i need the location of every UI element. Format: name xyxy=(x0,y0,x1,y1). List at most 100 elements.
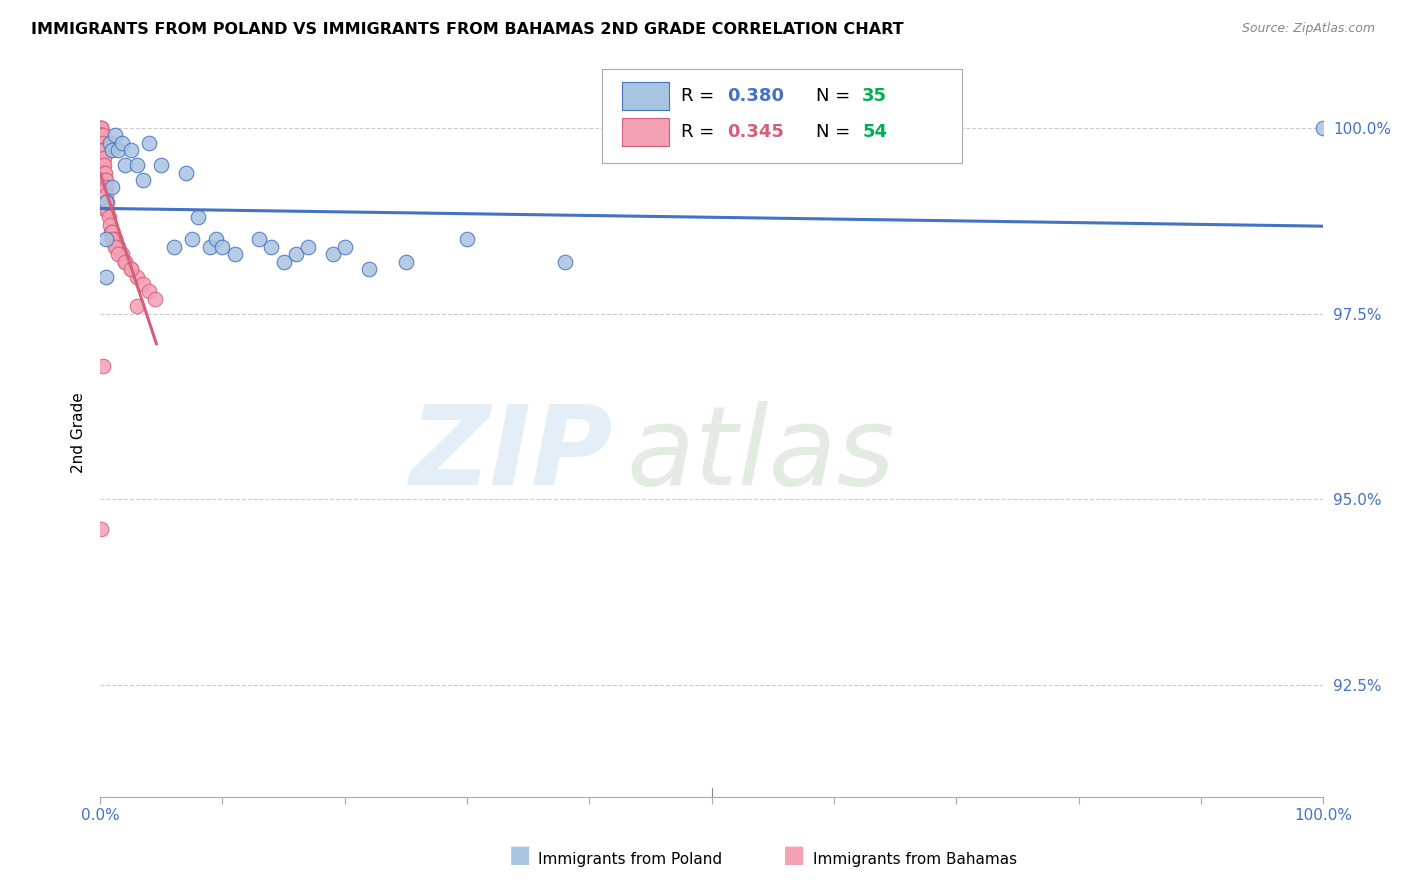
Text: 35: 35 xyxy=(862,87,887,105)
Point xyxy=(125,269,148,284)
Point xyxy=(101,232,124,246)
Point xyxy=(105,240,128,254)
Point xyxy=(114,254,136,268)
Point xyxy=(101,225,124,239)
Text: 0.380: 0.380 xyxy=(727,87,785,105)
Point xyxy=(107,143,129,157)
Point xyxy=(150,158,173,172)
Point xyxy=(359,262,381,277)
Point xyxy=(90,136,112,150)
Point xyxy=(333,240,356,254)
Point xyxy=(111,136,134,150)
Point xyxy=(114,158,136,172)
Point xyxy=(107,247,129,261)
Point xyxy=(101,143,124,157)
Point xyxy=(101,180,124,194)
Point xyxy=(93,158,115,172)
Point xyxy=(90,522,112,536)
Point xyxy=(96,195,118,210)
Text: ZIP: ZIP xyxy=(411,401,614,508)
Point xyxy=(96,202,118,217)
Point xyxy=(132,173,155,187)
Point xyxy=(104,240,127,254)
Point xyxy=(100,225,122,239)
Point xyxy=(91,359,114,373)
Point xyxy=(1312,120,1334,135)
Point xyxy=(224,247,246,261)
Point xyxy=(96,195,118,210)
Point xyxy=(211,240,233,254)
Point xyxy=(107,240,129,254)
Point xyxy=(114,254,136,268)
Point xyxy=(90,120,112,135)
Point xyxy=(90,136,112,150)
Point xyxy=(132,277,155,291)
Text: Immigrants from Bahamas: Immigrants from Bahamas xyxy=(813,852,1017,867)
Point xyxy=(104,232,127,246)
Text: Source: ZipAtlas.com: Source: ZipAtlas.com xyxy=(1241,22,1375,36)
Point xyxy=(138,136,160,150)
Point xyxy=(96,202,118,217)
Text: Immigrants from Poland: Immigrants from Poland xyxy=(538,852,723,867)
Point xyxy=(322,247,344,261)
Point xyxy=(94,165,117,179)
Point xyxy=(205,232,228,246)
Text: ■: ■ xyxy=(509,843,531,867)
Point xyxy=(104,128,127,143)
Point xyxy=(120,143,142,157)
Point xyxy=(96,173,118,187)
Point xyxy=(90,120,112,135)
Point xyxy=(96,269,118,284)
Text: atlas: atlas xyxy=(626,401,894,508)
Text: 0.345: 0.345 xyxy=(727,123,785,141)
Point xyxy=(90,120,112,135)
Point xyxy=(93,143,115,157)
Point xyxy=(96,187,118,202)
Point xyxy=(554,254,576,268)
Point xyxy=(98,136,121,150)
Point xyxy=(120,262,142,277)
FancyBboxPatch shape xyxy=(602,69,963,163)
Text: 54: 54 xyxy=(862,123,887,141)
Text: N =: N = xyxy=(815,123,856,141)
Point xyxy=(96,195,118,210)
Point xyxy=(247,232,270,246)
Point xyxy=(90,128,112,143)
Point xyxy=(93,151,115,165)
Point xyxy=(297,240,319,254)
Point xyxy=(395,254,418,268)
Point xyxy=(91,151,114,165)
Point xyxy=(111,247,134,261)
Point xyxy=(187,210,209,224)
Point xyxy=(125,299,148,313)
Point xyxy=(91,128,114,143)
Text: N =: N = xyxy=(815,87,856,105)
Point xyxy=(90,143,112,157)
Point xyxy=(284,247,307,261)
Text: R =: R = xyxy=(681,123,720,141)
Point xyxy=(98,218,121,232)
Point xyxy=(94,173,117,187)
FancyBboxPatch shape xyxy=(623,82,669,110)
Text: IMMIGRANTS FROM POLAND VS IMMIGRANTS FROM BAHAMAS 2ND GRADE CORRELATION CHART: IMMIGRANTS FROM POLAND VS IMMIGRANTS FRO… xyxy=(31,22,904,37)
Point xyxy=(162,240,184,254)
Point xyxy=(174,165,197,179)
Point xyxy=(125,158,148,172)
Point xyxy=(90,120,112,135)
Text: R =: R = xyxy=(681,87,720,105)
Point xyxy=(96,180,118,194)
Point xyxy=(273,254,295,268)
Point xyxy=(200,240,222,254)
Point xyxy=(91,158,114,172)
Point xyxy=(138,285,160,299)
Point xyxy=(93,173,115,187)
Point xyxy=(91,136,114,150)
Point xyxy=(90,128,112,143)
Y-axis label: 2nd Grade: 2nd Grade xyxy=(72,392,86,473)
Point xyxy=(97,210,120,224)
Point xyxy=(91,143,114,157)
Point xyxy=(260,240,283,254)
Point xyxy=(180,232,202,246)
Point xyxy=(90,143,112,157)
Text: ■: ■ xyxy=(783,843,806,867)
